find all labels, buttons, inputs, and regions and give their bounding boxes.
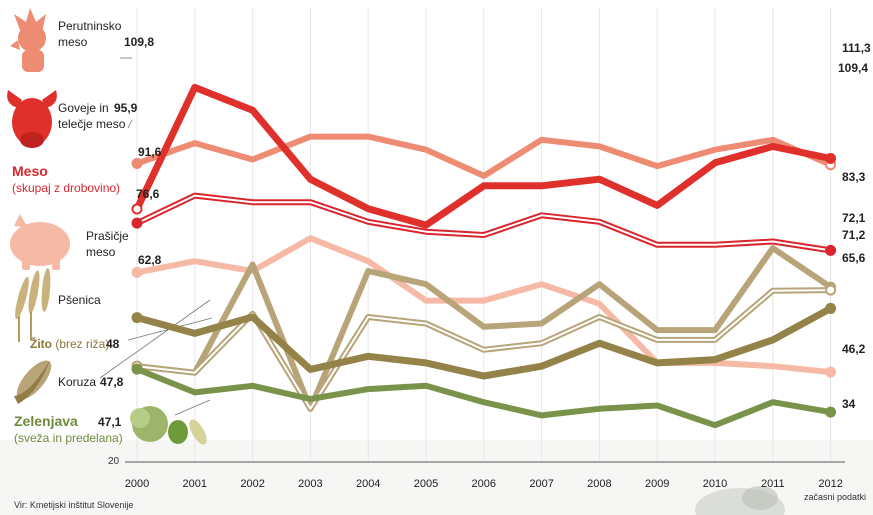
background-bushes [0, 440, 873, 515]
legend-prasicje: Prašičje meso [86, 229, 129, 259]
x-tick-2008: 2008 [587, 478, 611, 490]
end-meso: 83,3 [842, 170, 866, 184]
label-meso-1: Meso [12, 163, 48, 179]
marker-zelenjava-start [131, 363, 143, 375]
legend-zelenjava: Zelenjava (sveža in predelana) [14, 413, 123, 445]
wheat-icon [15, 268, 51, 342]
line-meso-inner [136, 194, 832, 252]
line-psenica [134, 245, 834, 412]
label-koruza: Koruza [58, 375, 96, 389]
pig-icon [10, 214, 70, 270]
marker-govedo-start [131, 203, 143, 215]
line-zelenjava [134, 366, 834, 429]
end-zito: 71,2 [842, 228, 866, 242]
series-zelenjava [131, 363, 837, 429]
line-koruza [133, 304, 835, 380]
line-perutnina [134, 133, 834, 179]
label-govedo-1: Goveje in [58, 101, 109, 115]
start-perutnina: 109,8 [124, 35, 154, 49]
label-govedo-2: telečje meso [58, 117, 126, 131]
x-tick-2010: 2010 [703, 478, 727, 490]
x-tick-2009: 2009 [645, 478, 669, 490]
x-tick-2006: 2006 [472, 478, 496, 490]
x-tick-2012: 2012 [818, 478, 842, 490]
legend-zito: Žito (brez riža) [30, 336, 109, 351]
legend-govedo: Goveje in telečje meso [58, 101, 126, 131]
end-govedo: 111,3 [842, 41, 871, 55]
series-govedo [131, 83, 837, 229]
marker-prasicje-end [825, 366, 837, 378]
source-note: Vir: Kmetijski inštitut Slovenije [14, 500, 133, 510]
marker-perutnina-start [131, 157, 143, 169]
marker-govedo-end [825, 153, 837, 165]
label-psenica: Pšenica [58, 293, 101, 307]
start-zelenjava: 47,1 [98, 415, 122, 429]
x-tick-2011: 2011 [761, 478, 785, 490]
end-koruza: 65,6 [842, 251, 866, 265]
rooster-icon [10, 8, 46, 72]
vegetables-icon [130, 406, 207, 445]
label-zelenjava-1: Zelenjava [14, 413, 78, 429]
label-prasicje-1: Prašičje [86, 229, 129, 243]
series-meso [131, 192, 837, 256]
label-meso-2: (skupaj z drobovino) [12, 181, 120, 195]
y-min-label: 20 [108, 456, 120, 467]
marker-meso-end [825, 244, 837, 256]
label-zito-sub: (brez riža) [55, 337, 109, 351]
series-koruza [131, 302, 837, 380]
marker-zito-end [825, 284, 837, 296]
x-sublabel-last: začasni podatki [804, 492, 866, 502]
label-perutnina-2: meso [58, 35, 88, 49]
start-prasicje: 76,6 [136, 187, 160, 201]
start-values: 109,8 95,9 91,6 76,6 62,8 48 47,8 47,1 [98, 35, 162, 429]
end-psenica: 72,1 [842, 211, 866, 225]
start-meso: 91,6 [138, 145, 162, 159]
label-zito-name: Žito [30, 336, 52, 351]
legend-perutnina: Perutninsko meso [58, 19, 122, 49]
x-tick-2004: 2004 [356, 478, 380, 490]
marker-koruza-start [131, 312, 143, 324]
start-koruza-extra: 62,8 [138, 253, 162, 267]
label-zito-1: Žito (brez riža) [30, 336, 109, 351]
label-zelenjava-2: (sveža in predelana) [14, 431, 123, 445]
marker-prasicje-start [131, 266, 143, 278]
x-tick-2002: 2002 [240, 478, 264, 490]
corn-icon [14, 360, 52, 404]
marker-meso-start [131, 217, 143, 229]
x-tick-2005: 2005 [414, 478, 438, 490]
legend-meso: Meso (skupaj z drobovino) [12, 163, 120, 195]
label-prasicje-2: meso [86, 245, 116, 259]
start-koruza: 47,8 [100, 375, 124, 389]
end-zelenjava: 34 [842, 397, 856, 411]
marker-zelenjava-end [825, 406, 837, 418]
end-prasicje: 46,2 [842, 342, 866, 356]
label-perutnina-1: Perutninsko [58, 19, 122, 33]
series-layer [131, 83, 837, 429]
x-tick-2007: 2007 [529, 478, 553, 490]
end-perutnina: 109,4 [838, 61, 868, 75]
line-govedo [133, 83, 835, 229]
x-tick-2000: 2000 [125, 478, 149, 490]
marker-koruza-end [825, 302, 837, 314]
end-values: 111,3 109,4 83,3 72,1 71,2 65,6 46,2 34 [838, 41, 871, 411]
start-govedo: 95,9 [114, 101, 138, 115]
x-tick-labels: 2000 2001 2002 2003 2004 2005 2006 2007 2008 2009… [125, 478, 843, 490]
bull-icon [7, 90, 57, 148]
x-tick-2001: 2001 [183, 478, 207, 490]
start-zito: 48 [106, 337, 120, 351]
x-tick-2003: 2003 [298, 478, 322, 490]
